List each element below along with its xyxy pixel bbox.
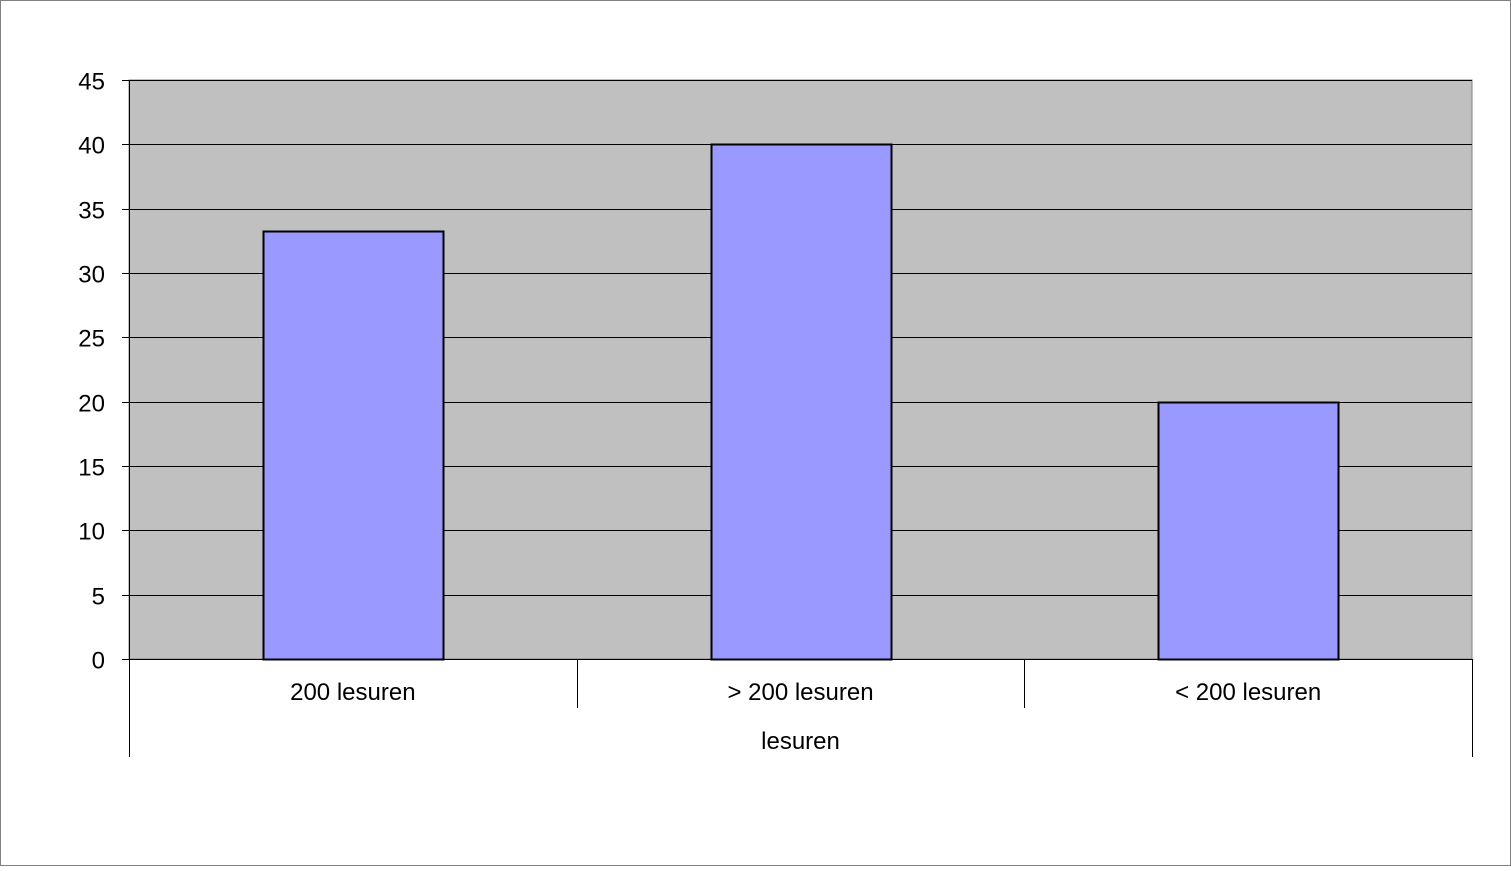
- y-tick-label: 40: [78, 133, 105, 160]
- bars: [262, 143, 1340, 661]
- bar-0: [262, 230, 445, 661]
- y-tick-label: 35: [78, 198, 105, 225]
- x-category-label: < 200 lesuren: [1175, 679, 1321, 706]
- x-category-label: > 200 lesuren: [727, 679, 873, 706]
- bar-2: [1157, 401, 1340, 661]
- y-tick-label: 10: [78, 519, 105, 546]
- y-tick-labels: 0 5 10 15 20 25 30 35 40 45: [78, 69, 105, 675]
- axes: [122, 80, 1473, 757]
- x-group-label: lesuren: [761, 728, 840, 755]
- y-tick-label: 0: [92, 648, 105, 675]
- y-tick-label: 5: [92, 584, 105, 611]
- y-tick-label: 45: [78, 69, 105, 96]
- y-tick-label: 15: [78, 455, 105, 482]
- x-category-label: 200 lesuren: [290, 679, 415, 706]
- y-tick-label: 25: [78, 326, 105, 353]
- bar-1: [710, 143, 893, 661]
- y-tick-label: 30: [78, 262, 105, 289]
- x-category-labels: 200 lesuren > 200 lesuren < 200 lesuren: [290, 679, 1321, 706]
- y-tick-label: 20: [78, 391, 105, 418]
